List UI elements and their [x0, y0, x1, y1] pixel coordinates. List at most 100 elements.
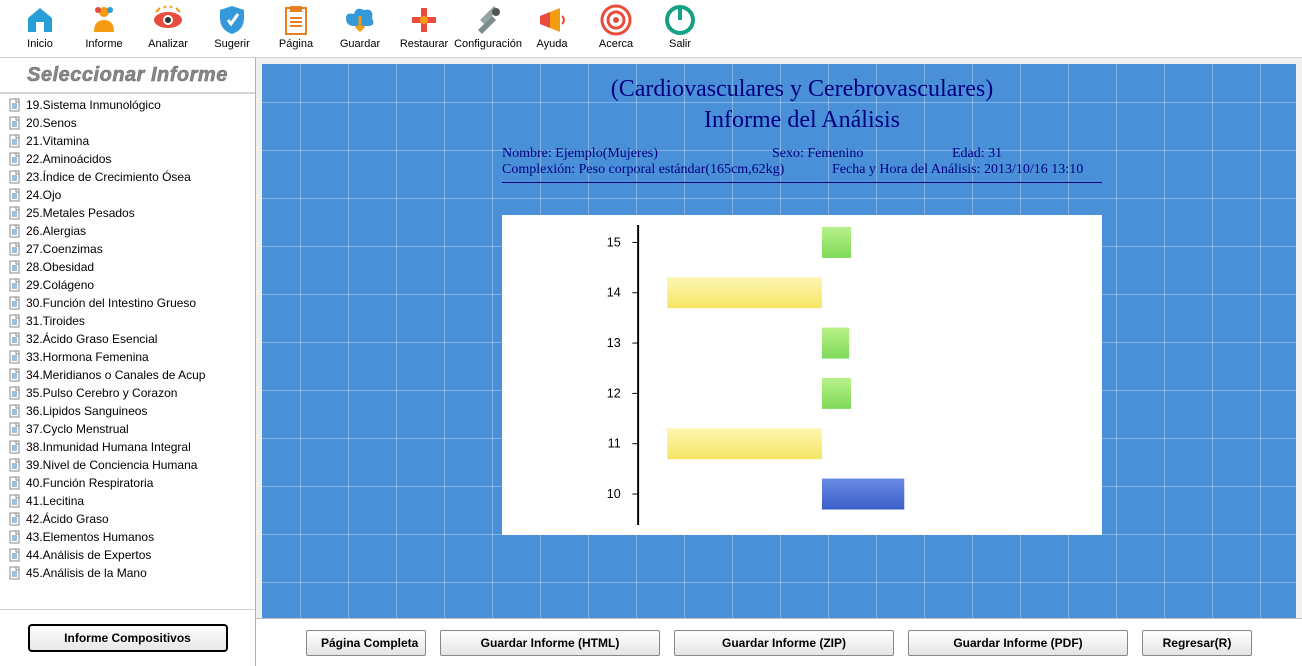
tree-item[interactable]: 43.Elementos Humanos	[8, 528, 255, 546]
save-zip-button[interactable]: Guardar Informe (ZIP)	[674, 630, 894, 656]
toolbar-ayuda[interactable]: Ayuda	[520, 4, 584, 55]
document-icon	[8, 548, 22, 562]
tree-item[interactable]: 32.Ácido Graso Esencial	[8, 330, 255, 348]
save-html-button[interactable]: Guardar Informe (HTML)	[440, 630, 660, 656]
meta-nombre-label: Nombre:	[502, 146, 552, 161]
composite-report-button[interactable]: Informe Compositivos	[28, 624, 228, 652]
tree-item[interactable]: 39.Nivel de Conciencia Humana	[8, 456, 255, 474]
toolbar-label: Ayuda	[537, 38, 568, 50]
cloud-icon	[344, 4, 376, 36]
tree-item[interactable]: 42.Ácido Graso	[8, 510, 255, 528]
tree-item[interactable]: 31.Tiroides	[8, 312, 255, 330]
tree-item[interactable]: 20.Senos	[8, 114, 255, 132]
tree-item-label: 32.Ácido Graso Esencial	[26, 332, 157, 346]
tree-item[interactable]: 41.Lecitina	[8, 492, 255, 510]
tree-item[interactable]: 33.Hormona Femenina	[8, 348, 255, 366]
save-pdf-button[interactable]: Guardar Informe (PDF)	[908, 630, 1128, 656]
tree-item-label: 19.Sistema Inmunológico	[26, 98, 161, 112]
report-meta: Nombre: Ejemplo(Mujeres) Sexo: Femenino …	[502, 146, 1102, 183]
tree-item[interactable]: 26.Alergias	[8, 222, 255, 240]
toolbar-informe[interactable]: Informe	[72, 4, 136, 55]
toolbar-inicio[interactable]: Inicio	[8, 4, 72, 55]
tree-item[interactable]: 38.Inmunidad Humana Integral	[8, 438, 255, 456]
meta-sexo-value: Femenino	[807, 146, 863, 161]
tree-item[interactable]: 21.Vitamina	[8, 132, 255, 150]
document-icon	[8, 296, 22, 310]
svg-text:11: 11	[608, 437, 621, 451]
tree-item[interactable]: 29.Colágeno	[8, 276, 255, 294]
tree-item-label: 28.Obesidad	[26, 260, 94, 274]
tree-item-label: 36.Lipidos Sanguineos	[26, 404, 147, 418]
tree-item[interactable]: 37.Cyclo Menstrual	[8, 420, 255, 438]
tree-item-label: 21.Vitamina	[26, 134, 89, 148]
tree-item[interactable]: 24.Ojo	[8, 186, 255, 204]
svg-text:10: 10	[607, 487, 621, 501]
toolbar-página[interactable]: Página	[264, 4, 328, 55]
report-page: (Cardiovasculares y Cerebrovasculares) I…	[502, 74, 1102, 535]
meta-fecha-label: Fecha y Hora del Análisis:	[832, 162, 981, 177]
document-icon	[8, 494, 22, 508]
document-icon	[8, 188, 22, 202]
toolbar-restaurar[interactable]: Restaurar	[392, 4, 456, 55]
toolbar-label: Analizar	[148, 38, 188, 50]
tree-item[interactable]: 28.Obesidad	[8, 258, 255, 276]
sidebar-title: Seleccionar Informe	[0, 58, 255, 94]
tree-item[interactable]: 23.Índice de Crecimiento Ósea	[8, 168, 255, 186]
full-page-button[interactable]: Página Completa	[306, 630, 426, 656]
tree-item-label: 45.Análisis de la Mano	[26, 566, 147, 580]
main-toolbar: Inicio Informe Analizar SugerirPáginaGuarda…	[0, 0, 1302, 58]
document-icon	[8, 566, 22, 580]
tree-item-label: 27.Coenzimas	[26, 242, 103, 256]
meta-fecha-value: 2013/10/16 13:10	[984, 162, 1083, 177]
tree-item[interactable]: 36.Lipidos Sanguineos	[8, 402, 255, 420]
document-icon	[8, 350, 22, 364]
document-icon	[8, 512, 22, 526]
power-icon	[664, 4, 696, 36]
tree-item[interactable]: 19.Sistema Inmunológico	[8, 96, 255, 114]
tree-item[interactable]: 40.Función Respiratoria	[8, 474, 255, 492]
document-icon	[8, 440, 22, 454]
document-icon	[8, 170, 22, 184]
tree-item-label: 39.Nivel de Conciencia Humana	[26, 458, 197, 472]
tree-item-label: 30.Función del Intestino Grueso	[26, 296, 196, 310]
report-viewport[interactable]: (Cardiovasculares y Cerebrovasculares) I…	[262, 64, 1296, 618]
document-icon	[8, 386, 22, 400]
tree-item[interactable]: 30.Función del Intestino Grueso	[8, 294, 255, 312]
tree-item[interactable]: 35.Pulso Cerebro y Corazon	[8, 384, 255, 402]
document-icon	[8, 224, 22, 238]
back-button[interactable]: Regresar(R)	[1142, 630, 1252, 656]
document-icon	[8, 404, 22, 418]
tree-item-label: 38.Inmunidad Humana Integral	[26, 440, 191, 454]
toolbar-salir[interactable]: Salir	[648, 4, 712, 55]
meta-complexion-value: Peso corporal estándar(165cm,62kg)	[579, 162, 785, 177]
report-title: (Cardiovasculares y Cerebrovasculares) I…	[502, 74, 1102, 136]
tree-item-label: 44.Análisis de Expertos	[26, 548, 151, 562]
toolbar-analizar[interactable]: Analizar	[136, 4, 200, 55]
bottom-button-bar: Página Completa Guardar Informe (HTML) G…	[256, 618, 1302, 666]
tree-item[interactable]: 22.Aminoácidos	[8, 150, 255, 168]
toolbar-configuración[interactable]: Configuración	[456, 4, 520, 55]
content-area: (Cardiovasculares y Cerebrovasculares) I…	[256, 58, 1302, 666]
chart-panel: 1514131211109	[502, 215, 1102, 535]
tree-item-label: 22.Aminoácidos	[26, 152, 111, 166]
toolbar-label: Restaurar	[400, 38, 448, 50]
meta-sexo-label: Sexo:	[772, 146, 804, 161]
tree-item-label: 43.Elementos Humanos	[26, 530, 154, 544]
report-tree[interactable]: 19.Sistema Inmunológico 20.Senos 21.Vitami…	[0, 94, 255, 609]
tree-item[interactable]: 25.Metales Pesados	[8, 204, 255, 222]
toolbar-acerca[interactable]: Acerca	[584, 4, 648, 55]
tree-item[interactable]: 27.Coenzimas	[8, 240, 255, 258]
tree-item[interactable]: 34.Meridianos o Canales de Acup	[8, 366, 255, 384]
document-icon	[8, 530, 22, 544]
toolbar-label: Inicio	[27, 38, 53, 50]
tree-item-label: 34.Meridianos o Canales de Acup	[26, 368, 205, 382]
svg-text:12: 12	[607, 387, 621, 401]
toolbar-sugerir[interactable]: Sugerir	[200, 4, 264, 55]
toolbar-guardar[interactable]: Guardar	[328, 4, 392, 55]
svg-text:14: 14	[607, 286, 621, 300]
tree-item[interactable]: 45.Análisis de la Mano	[8, 564, 255, 582]
tree-item[interactable]: 44.Análisis de Expertos	[8, 546, 255, 564]
eye-icon	[152, 4, 184, 36]
tree-item-label: 20.Senos	[26, 116, 77, 130]
document-icon	[8, 116, 22, 130]
